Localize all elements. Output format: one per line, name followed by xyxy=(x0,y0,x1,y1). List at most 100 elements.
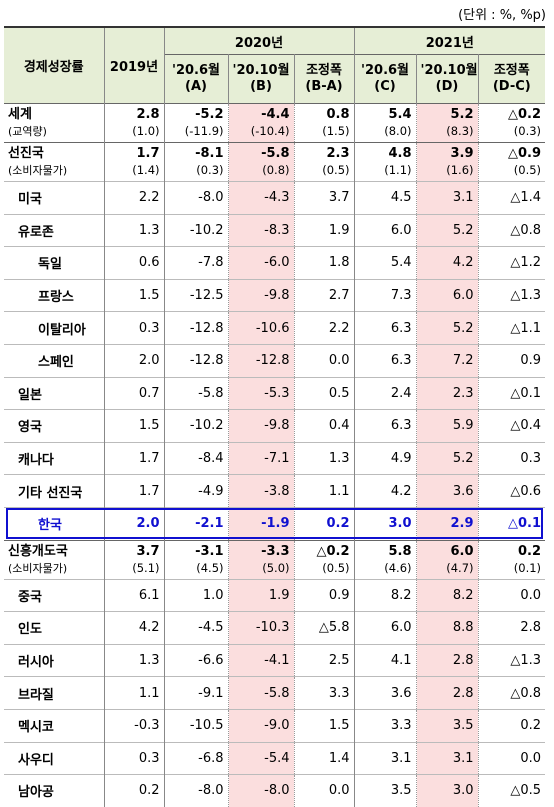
table-row: 스페인 2.0 -12.8 -12.8 0.0 6.3 7.2 0.9 xyxy=(4,344,546,378)
value-cell: 1.5 xyxy=(293,709,355,742)
value-cell: -5.8 (0.8) xyxy=(227,142,294,182)
value-cell: 0.9 xyxy=(293,579,355,612)
value-cell: 0.2 xyxy=(477,709,546,742)
value-cell: 0.4 xyxy=(293,409,355,443)
value-cell: 5.2 xyxy=(415,214,479,247)
value-cell: -9.8 xyxy=(227,409,294,443)
value-cell: 2.2 xyxy=(103,181,164,215)
value-cell: 2.4 xyxy=(353,377,417,410)
header-2020: 2020년 xyxy=(163,27,355,55)
row-name: 캐나다 xyxy=(18,453,54,469)
value-cell: -5.3 xyxy=(227,377,294,410)
value-cell: 0.0 xyxy=(293,774,355,807)
value-cell: 1.5 xyxy=(103,409,164,443)
value-cell: 1.8 xyxy=(293,246,355,280)
value-cell: 2.8 xyxy=(477,611,546,645)
row-name: 스페인 xyxy=(38,355,74,371)
value-cell: △0.2 (0.3) xyxy=(477,103,546,143)
value-cell: -12.5 xyxy=(163,279,228,312)
value-cell: 3.9 (1.6) xyxy=(415,142,479,182)
value-cell: 2.5 xyxy=(293,644,355,677)
value-cell: 3.7 xyxy=(293,181,355,215)
value-cell: 5.2 xyxy=(415,442,479,475)
value-cell: -7.8 xyxy=(163,246,228,280)
value-cell: -8.4 xyxy=(163,442,228,475)
value-cell: 0.7 xyxy=(103,377,164,410)
value-cell: 8.2 xyxy=(353,579,417,612)
value-cell: -8.0 xyxy=(163,774,228,807)
row-name: 브라질 xyxy=(18,687,54,703)
row-name: 독일 xyxy=(38,257,62,273)
value-cell: -10.6 xyxy=(227,311,294,345)
row-name: 남아공 xyxy=(18,785,54,801)
value-cell: 4.8 (1.1) xyxy=(353,142,417,182)
value-cell: △0.1 xyxy=(477,507,546,541)
value-cell: △0.2 (0.5) xyxy=(293,540,355,580)
value-cell: 0.9 xyxy=(477,344,546,378)
value-cell: -3.3 (5.0) xyxy=(227,540,294,580)
value-cell: 2.3 xyxy=(415,377,479,410)
value-cell: 1.3 xyxy=(103,214,164,247)
value-cell: 4.5 xyxy=(353,181,417,215)
value-cell: 1.9 xyxy=(227,579,294,612)
header-sub: '20.10월 (B) xyxy=(227,54,294,104)
value-cell: 0.8 (1.5) xyxy=(293,103,355,143)
value-cell: 6.1 xyxy=(103,579,164,612)
value-cell: 7.2 xyxy=(415,344,479,378)
value-cell: 3.7 (5.1) xyxy=(103,540,164,580)
value-cell: 0.2 xyxy=(293,507,355,541)
value-cell: -12.8 xyxy=(227,344,294,378)
value-cell: 6.0 xyxy=(415,279,479,312)
value-cell: 2.8 (1.0) xyxy=(103,103,164,143)
row-name: 세계 (교역량) xyxy=(8,107,47,138)
value-cell: -9.1 xyxy=(163,676,228,710)
table-row: 세계 (교역량) 2.8 (1.0) -5.2 (-11.9) -4.4 (-10.4) 0.8… xyxy=(4,103,546,143)
value-cell: △1.3 xyxy=(477,644,546,677)
value-cell: -6.6 xyxy=(163,644,228,677)
value-cell: 0.0 xyxy=(477,742,546,775)
value-cell: 3.1 xyxy=(415,742,479,775)
value-cell: 3.6 xyxy=(353,676,417,710)
value-cell: 5.8 (4.6) xyxy=(353,540,417,580)
value-cell: △0.5 xyxy=(477,774,546,807)
table-row: 중국 6.1 1.0 1.9 0.9 8.2 8.2 0.0 xyxy=(4,579,546,612)
value-cell: △0.9 (0.5) xyxy=(477,142,546,182)
value-cell: 1.3 xyxy=(103,644,164,677)
value-cell: 0.3 xyxy=(103,742,164,775)
value-cell: -8.0 xyxy=(163,181,228,215)
value-cell: 6.0 xyxy=(353,611,417,645)
row-name: 중국 xyxy=(18,589,42,605)
value-cell: 8.2 xyxy=(415,579,479,612)
row-name: 유로존 xyxy=(18,224,54,240)
value-cell: 4.2 xyxy=(415,246,479,280)
value-cell: 0.5 xyxy=(293,377,355,410)
row-name: 사우디 xyxy=(18,752,54,768)
value-cell: -7.1 xyxy=(227,442,294,475)
value-cell: 0.3 xyxy=(103,311,164,345)
table-row: 이탈리아 0.3 -12.8 -10.6 2.2 6.3 5.2 △1.1 xyxy=(4,311,546,345)
value-cell: -3.8 xyxy=(227,474,294,508)
value-cell: 1.7 xyxy=(103,474,164,508)
table-row: 선진국 (소비자물가) 1.7 (1.4) -8.1 (0.3) -5.8 (0.8) 2.3(… xyxy=(4,142,546,182)
value-cell: △0.1 xyxy=(477,377,546,410)
value-cell: 5.4 (8.0) xyxy=(353,103,417,143)
value-cell: 6.3 xyxy=(353,344,417,378)
value-cell: 1.5 xyxy=(103,279,164,312)
value-cell: -5.2 (-11.9) xyxy=(163,103,228,143)
value-cell: △1.4 xyxy=(477,181,546,215)
value-cell: 3.0 xyxy=(415,774,479,807)
value-cell: -3.1 (4.5) xyxy=(163,540,228,580)
header-sub: 조정폭 (B-A) xyxy=(293,54,355,104)
value-cell: -6.0 xyxy=(227,246,294,280)
value-cell: 1.3 xyxy=(293,442,355,475)
value-cell: -4.3 xyxy=(227,181,294,215)
value-cell: 0.2 (0.1) xyxy=(477,540,546,580)
header-sub: 조정폭 (D-C) xyxy=(477,54,546,104)
header-2019: 2019년 xyxy=(103,27,164,104)
value-cell: 8.8 xyxy=(415,611,479,645)
table-row: 인도 4.2 -4.5 -10.3 △5.8 6.0 8.8 2.8 xyxy=(4,611,546,645)
value-cell: 3.1 xyxy=(415,181,479,215)
table-row: 한국 2.0 -2.1 -1.9 0.2 3.0 2.9 △0.1 xyxy=(4,507,546,541)
table-row: 남아공 0.2 -8.0 -8.0 0.0 3.5 3.0 △0.5 xyxy=(4,774,546,807)
value-cell: △1.3 xyxy=(477,279,546,312)
